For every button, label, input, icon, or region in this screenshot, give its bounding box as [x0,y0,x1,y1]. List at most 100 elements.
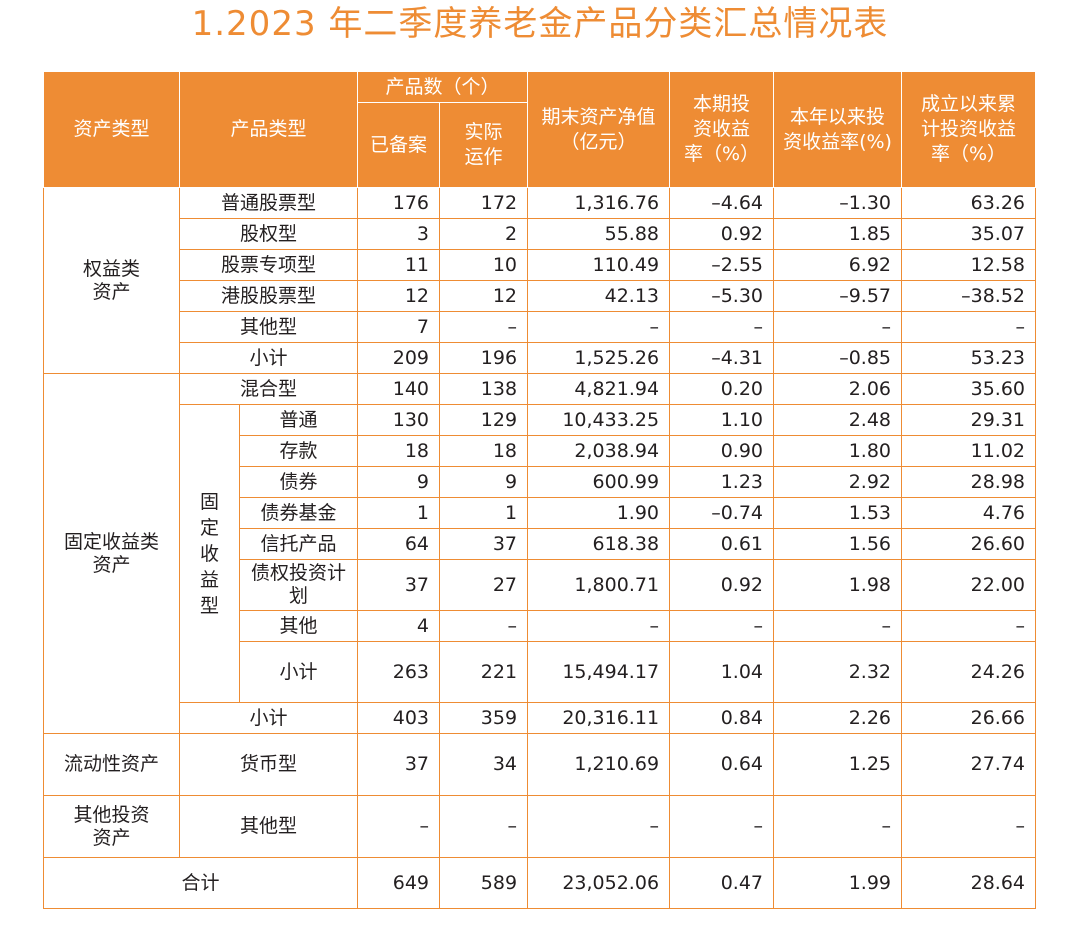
cell-ytd-return: –1.30 [773,187,903,219]
total-label: 合计 [42,857,359,909]
cell-nav: 42.13 [527,280,671,312]
header-period-return: 本期投资收益率（%） [669,71,775,188]
group-other: 其他投资资产 [43,795,180,858]
cell-operating: 34 [439,733,529,796]
cell-ytd-return: 1.53 [773,497,903,529]
cell-nav: 23,052.06 [527,857,671,909]
cell-cumulative-return: 63.26 [901,187,1037,219]
cell-filed: – [357,795,441,858]
cell-cumulative-return: 28.64 [901,857,1037,909]
cell-cumulative-return: –38.52 [901,280,1037,312]
cell-nav: – [527,795,671,858]
cell-period-return: 0.61 [669,528,775,560]
cell-period-return: 1.23 [669,466,775,498]
cell-cumulative-return: 24.26 [901,641,1037,703]
cell-ytd-return: 1.56 [773,528,903,560]
cell-operating: – [439,795,529,858]
cell-operating: 589 [439,857,529,909]
cell-operating: 138 [439,373,529,405]
group-liquidity: 流动性资产 [43,733,180,796]
header-operating: 实际运作 [439,102,529,188]
cell-ytd-return: 2.06 [773,373,903,405]
product-name: 其他 [238,610,359,642]
table-row: 债权投资计划 37 27 1,800.71 0.92 1.98 22.00 [44,559,1037,611]
cell-period-return: 0.64 [669,733,775,796]
table-row: 流动性资产 货币型 37 34 1,210.69 0.64 1.25 27.74 [43,733,1037,796]
cell-filed: 140 [357,373,441,405]
cell-operating: – [439,311,529,343]
cell-cumulative-return: 11.02 [901,435,1037,467]
cell-period-return: – [669,311,775,343]
product-name: 债券 [238,466,359,498]
cell-ytd-return: 1.99 [773,857,903,909]
table-row: 股票专项型 11 10 110.49 –2.55 6.92 12.58 [44,249,1037,281]
cell-filed: 11 [357,249,441,281]
cell-filed: 7 [357,311,441,343]
cell-cumulative-return: 27.74 [901,733,1037,796]
cell-nav: 110.49 [527,249,671,281]
cell-period-return: 1.04 [669,641,775,703]
product-name: 股票专项型 [178,249,359,281]
cell-operating: 359 [439,702,529,734]
cell-nav: – [527,311,671,343]
cell-filed: 263 [357,641,441,703]
cell-filed: 649 [357,857,441,909]
cell-nav: 10,433.25 [527,404,671,436]
product-name: 债券基金 [238,497,359,529]
cell-cumulative-return: – [901,311,1037,343]
cell-ytd-return: 2.32 [773,641,903,703]
cell-cumulative-return: – [901,610,1037,642]
cell-operating: 9 [439,466,529,498]
cell-period-return: – [669,610,775,642]
cell-period-return: 1.10 [669,404,775,436]
cell-ytd-return: 2.92 [773,466,903,498]
pension-product-summary-table: 资产类型 产品类型 产品数（个） 期末资产净值（亿元） 本期投资收益率（%） 本… [42,71,1037,909]
subtotal-label: 小计 [238,641,359,703]
cell-filed: 130 [357,404,441,436]
product-name: 其他型 [178,795,359,858]
cell-filed: 176 [357,187,441,219]
cell-nav: 1.90 [527,497,671,529]
cell-filed: 403 [357,702,441,734]
cell-filed: 64 [357,528,441,560]
cell-ytd-return: 1.85 [773,218,903,250]
page-title: 1.2023 年二季度养老金产品分类汇总情况表 [191,4,889,44]
table-row: 存款 18 18 2,038.94 0.90 1.80 11.02 [44,435,1037,467]
cell-ytd-return: –0.85 [773,342,903,374]
cell-operating: 129 [439,404,529,436]
cell-ytd-return: –9.57 [773,280,903,312]
cell-cumulative-return: 26.66 [901,702,1037,734]
cell-period-return: –4.31 [669,342,775,374]
cell-period-return: –2.55 [669,249,775,281]
product-name: 港股股票型 [178,280,359,312]
table-row: 信托产品 64 37 618.38 0.61 1.56 26.60 [44,528,1037,560]
cell-cumulative-return: – [901,795,1037,858]
cell-period-return: 0.92 [669,218,775,250]
cell-filed: 12 [357,280,441,312]
cell-period-return: 0.20 [669,373,775,405]
cell-filed: 209 [357,342,441,374]
cell-period-return: –4.64 [669,187,775,219]
table-row: 债券 9 9 600.99 1.23 2.92 28.98 [44,466,1037,498]
header-filed: 已备案 [357,102,441,188]
cell-period-return: –0.74 [669,497,775,529]
cell-period-return: 0.84 [669,702,775,734]
header-asset-type: 资产类型 [43,71,180,188]
group-fixed-income-type: 固定收益型 [179,404,240,703]
cell-filed: 37 [357,559,441,611]
cell-filed: 9 [357,466,441,498]
cell-period-return: 0.92 [669,559,775,611]
table-row: 其他投资资产 其他型 – – – – – – [43,795,1037,858]
product-name: 其他型 [178,311,359,343]
cell-cumulative-return: 53.23 [901,342,1037,374]
cell-ytd-return: 1.80 [773,435,903,467]
cell-operating: – [439,610,529,642]
product-name: 股权型 [178,218,359,250]
cell-ytd-return: – [773,610,903,642]
table-row: 港股股票型 12 12 42.13 –5.30 –9.57 –38.52 [44,280,1037,312]
cell-operating: 172 [439,187,529,219]
cell-operating: 37 [439,528,529,560]
cell-ytd-return: – [773,311,903,343]
table-row: 股权型 3 2 55.88 0.92 1.85 35.07 [44,218,1037,250]
cell-cumulative-return: 35.07 [901,218,1037,250]
